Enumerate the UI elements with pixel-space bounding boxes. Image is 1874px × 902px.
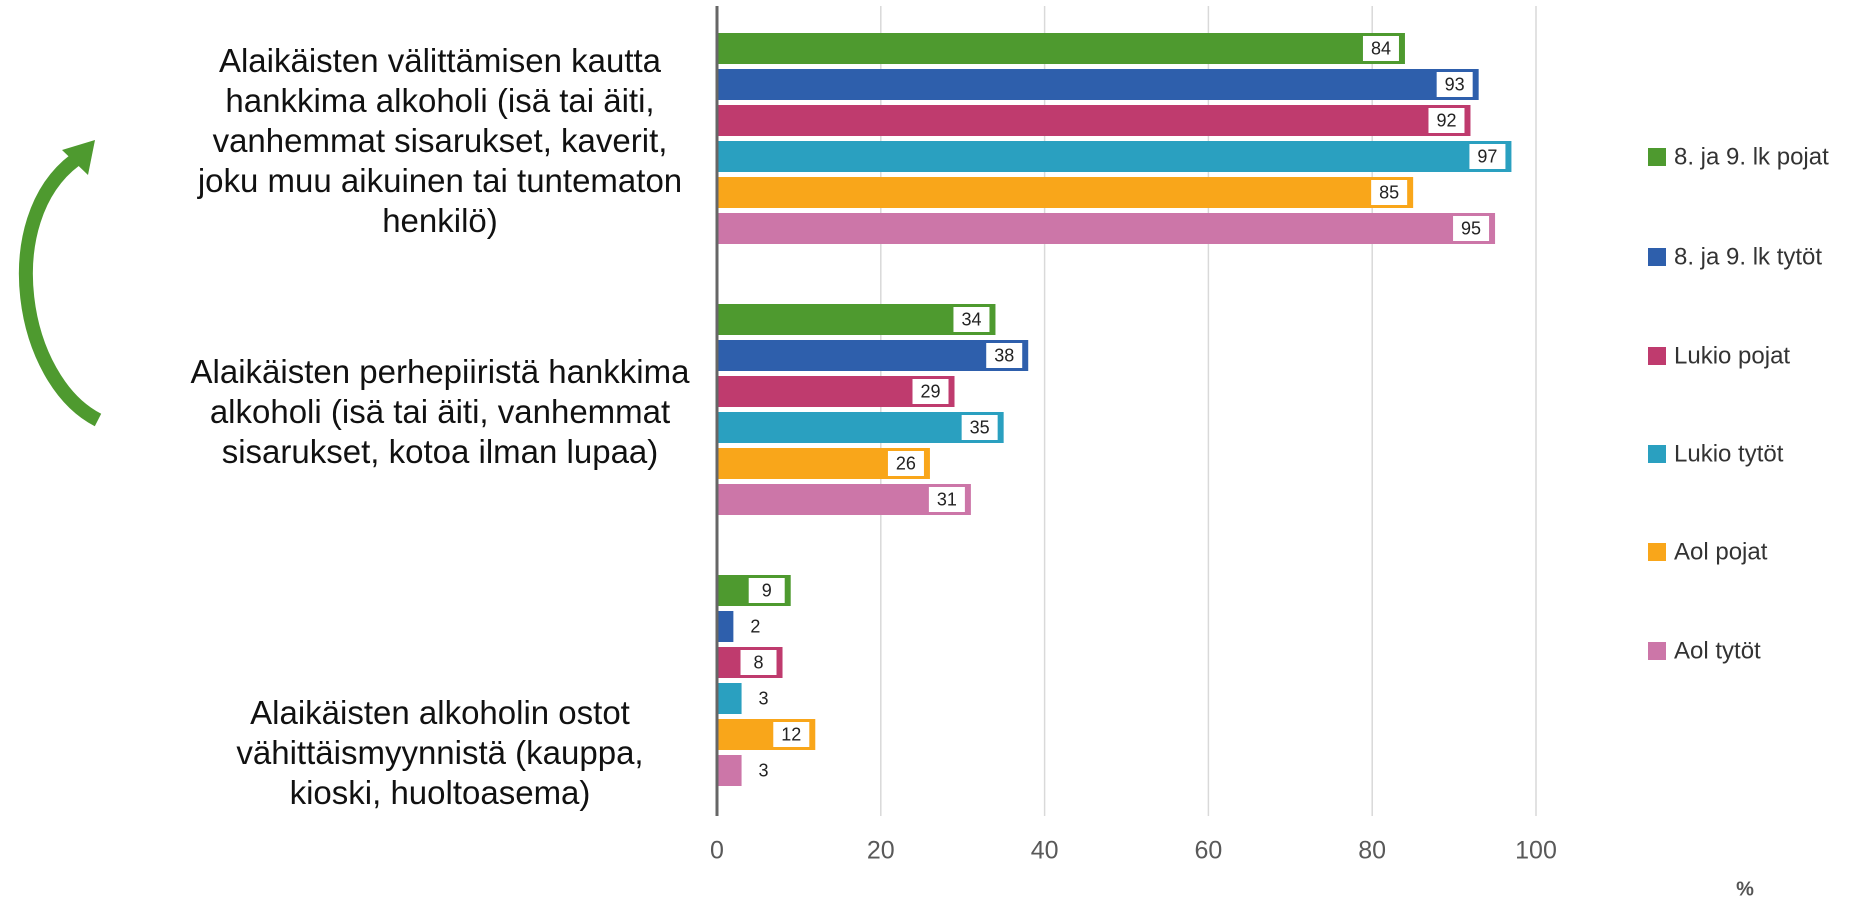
bar bbox=[717, 304, 996, 335]
legend-swatch bbox=[1648, 347, 1666, 365]
data-label: 93 bbox=[1445, 74, 1465, 94]
bar bbox=[717, 484, 971, 515]
data-label-box bbox=[1469, 144, 1506, 169]
data-label-box bbox=[912, 379, 949, 404]
data-label: 9 bbox=[762, 580, 772, 600]
x-tick-label: 40 bbox=[1031, 837, 1059, 865]
data-label-box bbox=[1453, 216, 1490, 241]
data-label-box bbox=[745, 758, 782, 783]
category-label: Alaikäisten perhepiiristä hankkima alkoh… bbox=[190, 353, 690, 470]
bar bbox=[717, 611, 734, 642]
data-label-box bbox=[740, 650, 777, 675]
data-label-box bbox=[1428, 108, 1465, 133]
data-label-box bbox=[773, 722, 810, 747]
data-label: 85 bbox=[1379, 182, 1399, 202]
data-label-box bbox=[953, 307, 990, 332]
legend-swatch bbox=[1648, 445, 1666, 463]
data-label: 35 bbox=[970, 417, 990, 437]
legend-label: Lukio pojat bbox=[1674, 342, 1790, 369]
data-label-box bbox=[961, 415, 998, 440]
bar bbox=[717, 69, 1479, 100]
legend-label: Lukio tytöt bbox=[1674, 440, 1784, 467]
legend-swatch bbox=[1648, 248, 1666, 266]
legend-label: 8. ja 9. lk pojat bbox=[1674, 143, 1829, 170]
decor-arrow-head bbox=[62, 140, 95, 175]
data-label-box bbox=[1436, 72, 1473, 97]
category-label: Alaikäisten alkoholin ostot vähittäismyy… bbox=[236, 694, 644, 811]
data-label: 92 bbox=[1436, 110, 1456, 130]
data-label: 95 bbox=[1461, 218, 1481, 238]
data-label-box bbox=[745, 686, 782, 711]
legend-label: Aol pojat bbox=[1674, 538, 1768, 565]
bar bbox=[717, 683, 742, 714]
bar bbox=[717, 141, 1512, 172]
legend-swatch bbox=[1648, 148, 1666, 166]
data-label: 8 bbox=[754, 652, 764, 672]
data-label-box bbox=[928, 487, 965, 512]
legend-label: Aol tytöt bbox=[1674, 637, 1761, 664]
data-label: 26 bbox=[896, 453, 916, 473]
data-label: 34 bbox=[961, 309, 981, 329]
x-tick-label: 60 bbox=[1194, 837, 1222, 865]
data-label: 2 bbox=[750, 616, 760, 636]
bar bbox=[717, 340, 1029, 371]
data-label-box bbox=[1371, 180, 1408, 205]
data-label: 38 bbox=[994, 345, 1014, 365]
x-tick-label: 100 bbox=[1515, 837, 1557, 865]
data-label: 3 bbox=[759, 760, 769, 780]
data-label-box bbox=[887, 451, 924, 476]
data-label: 84 bbox=[1371, 38, 1391, 58]
data-label: 12 bbox=[781, 724, 801, 744]
data-label-box bbox=[748, 578, 785, 603]
category-label: Alaikäisten välittämisen kautta hankkima… bbox=[197, 42, 683, 239]
x-tick-label: 20 bbox=[867, 837, 895, 865]
bar bbox=[717, 755, 742, 786]
bar bbox=[717, 412, 1004, 443]
legend-swatch bbox=[1648, 543, 1666, 561]
bar bbox=[717, 105, 1471, 136]
bar bbox=[717, 177, 1414, 208]
data-label: 97 bbox=[1477, 146, 1497, 166]
data-label: 3 bbox=[759, 688, 769, 708]
legend-label: 8. ja 9. lk tytöt bbox=[1674, 243, 1822, 270]
decor-arrow bbox=[18, 154, 102, 427]
legend-swatch bbox=[1648, 642, 1666, 660]
x-axis-label: % bbox=[1736, 878, 1754, 900]
data-label-box bbox=[737, 614, 774, 639]
x-tick-label: 80 bbox=[1358, 837, 1386, 865]
x-tick-label: 0 bbox=[710, 837, 724, 865]
data-label: 29 bbox=[920, 381, 940, 401]
bar bbox=[717, 213, 1496, 244]
data-label: 31 bbox=[937, 489, 957, 509]
data-label-box bbox=[1362, 36, 1399, 61]
data-label-box bbox=[986, 343, 1023, 368]
bar bbox=[717, 33, 1405, 64]
